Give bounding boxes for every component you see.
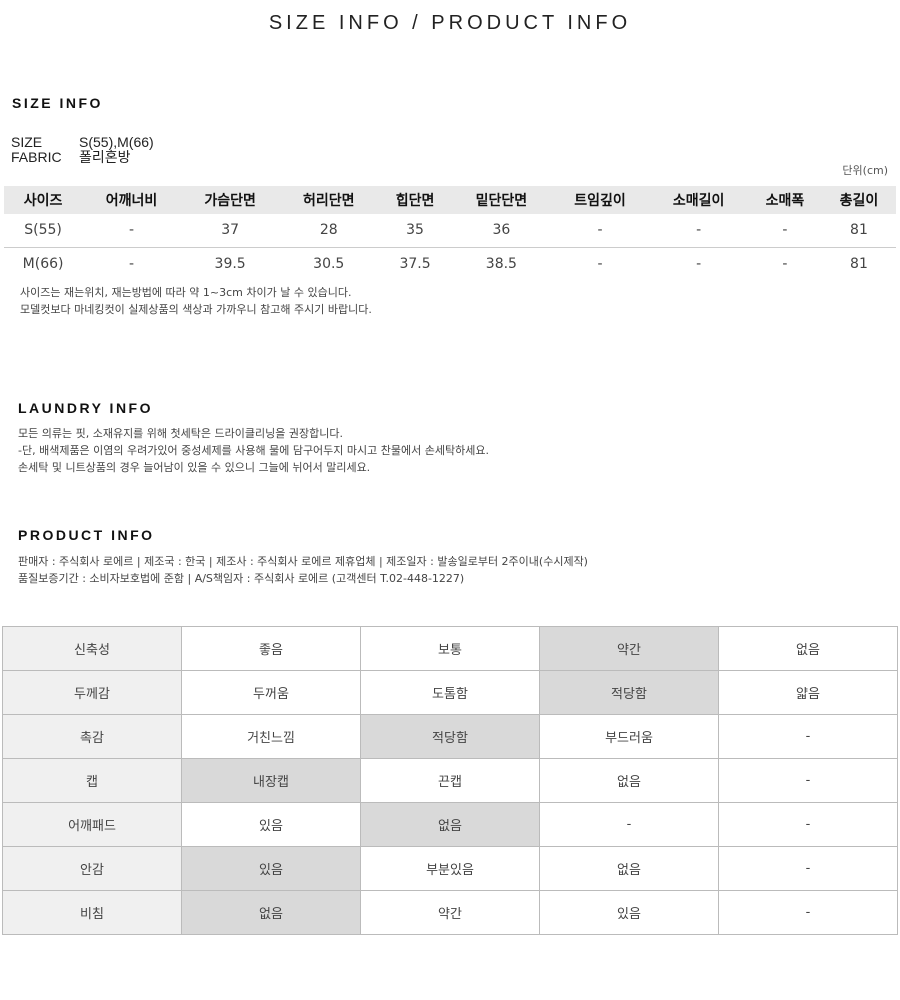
fabric-value: 폴리혼방 xyxy=(79,149,131,165)
product-line: 품질보증기간 : 소비자보호법에 준함 | A/S책임자 : 주식회사 로에르 … xyxy=(18,572,465,585)
attribute-option: - xyxy=(718,802,898,847)
attribute-row: 촉감 거친느낌 적당함 부드러움 - xyxy=(2,714,898,759)
attribute-option-selected: 없음 xyxy=(360,802,540,847)
attribute-label: 신축성 xyxy=(2,626,182,671)
size-fabric-meta: SIZE S(55),M(66) FABRIC 폴리혼방 xyxy=(11,135,154,165)
size-cell: 39.5 xyxy=(214,255,246,272)
column-header: 허리단면 xyxy=(279,186,379,214)
laundry-line: 모든 의류는 핏, 소재유지를 위해 첫세탁은 드라이클리닝을 권장합니다. xyxy=(18,427,343,440)
attribute-row: 어깨패드 있음 없음 - - xyxy=(2,802,898,847)
attribute-row: 신축성 좋음 보통 약간 없음 xyxy=(2,626,898,671)
attribute-option-selected: 없음 xyxy=(181,890,361,935)
size-cell: 37 xyxy=(180,214,280,248)
laundry-info-heading: LAUNDRY INFO xyxy=(18,400,153,416)
size-cell: 81 xyxy=(821,214,896,248)
attribute-option: 없음 xyxy=(539,846,719,891)
size-row: S(55) -37 28 35 36- - -81 xyxy=(4,214,896,248)
size-row: M(66) - 39.5 30.5 37.5 38.5 - - - 81 xyxy=(4,247,896,280)
column-header: 어깨너비 xyxy=(82,186,181,214)
product-notes: 판매자 : 주식회사 로에르 | 제조국 : 한국 | 제조사 : 주식회사 로… xyxy=(18,553,588,587)
attribute-option: 도톰함 xyxy=(360,670,540,715)
attribute-option-selected: 적당함 xyxy=(360,714,540,759)
attribute-option: 없음 xyxy=(718,626,898,671)
attribute-row: 두께감 두꺼움 도톰함 적당함 얇음 xyxy=(2,670,898,715)
fabric-label: FABRIC xyxy=(11,149,62,165)
size-notes: 사이즈는 재는위치, 재는방법에 따라 약 1~3cm 차이가 날 수 있습니다… xyxy=(20,284,372,318)
size-cell: 35 xyxy=(378,214,453,248)
attribute-option-selected: 적당함 xyxy=(539,670,719,715)
unit-label: 단위(cm) xyxy=(842,164,888,177)
attribute-option: 부드러움 xyxy=(539,714,719,759)
attribute-option: 없음 xyxy=(539,758,719,803)
size-cell: 37.5 xyxy=(399,255,431,272)
size-cell: - xyxy=(747,214,822,248)
attribute-option-selected: 약간 xyxy=(539,626,719,671)
size-cell: - xyxy=(649,214,748,248)
attribute-row: 비침 없음 약간 있음 - xyxy=(2,890,898,935)
column-header: 소매길이 xyxy=(649,186,748,214)
size-cell: 36 xyxy=(452,214,551,248)
size-cell: M(66) xyxy=(22,255,64,272)
attribute-option: 두꺼움 xyxy=(181,670,361,715)
column-header: 밑단단면 xyxy=(452,186,551,214)
size-cell: 38.5 xyxy=(485,255,517,272)
attribute-option: - xyxy=(718,890,898,935)
attribute-label: 두께감 xyxy=(2,670,182,715)
attribute-option: 좋음 xyxy=(181,626,361,671)
size-label: SIZE xyxy=(11,134,43,150)
attribute-option: 거친느낌 xyxy=(181,714,361,759)
size-cell: - xyxy=(550,214,650,248)
laundry-notes: 모든 의류는 핏, 소재유지를 위해 첫세탁은 드라이클리닝을 권장합니다. -… xyxy=(18,425,489,476)
attribute-option: - xyxy=(718,758,898,803)
size-cell: S(55) xyxy=(4,214,83,248)
attribute-option: 있음 xyxy=(539,890,719,935)
column-header: 사이즈 xyxy=(4,186,83,214)
attribute-option: 약간 xyxy=(360,890,540,935)
attribute-row: 안감 있음 부분있음 없음 - xyxy=(2,846,898,891)
column-header: 트임깊이 xyxy=(550,186,650,214)
attribute-option: - xyxy=(718,846,898,891)
size-table: 사이즈 어깨너비 가슴단면 허리단면 힙단면 밑단단면 트임깊이 소매길이 소매폭 총길이 S(5… xyxy=(4,186,896,280)
attribute-option: 얇음 xyxy=(718,670,898,715)
column-header: 가슴단면 xyxy=(180,186,280,214)
size-note: 사이즈는 재는위치, 재는방법에 따라 약 1~3cm 차이가 날 수 있습니다… xyxy=(20,286,352,299)
size-value: S(55),M(66) xyxy=(79,134,154,150)
attribute-option: - xyxy=(539,802,719,847)
attribute-label: 안감 xyxy=(2,846,182,891)
page-title: SIZE INFO / PRODUCT INFO xyxy=(268,12,632,34)
attribute-option: 부분있음 xyxy=(360,846,540,891)
attribute-table: 신축성 좋음 보통 약간 없음 두께감 두꺼움 도톰함 적당함 얇음 촉감 거친느낌 적당함 부드러움 - 캡… xyxy=(2,626,898,935)
size-cell: - xyxy=(696,255,702,272)
size-info-heading: SIZE INFO xyxy=(12,95,103,111)
attribute-option: 있음 xyxy=(181,802,361,847)
size-cell: - xyxy=(128,255,134,272)
attribute-label: 촉감 xyxy=(2,714,182,759)
product-info-heading: PRODUCT INFO xyxy=(18,527,155,543)
size-cell: 28 xyxy=(279,214,379,248)
size-cell: - xyxy=(782,255,788,272)
column-header: 소매폭 xyxy=(747,186,822,214)
attribute-label: 비침 xyxy=(2,890,182,935)
attribute-label: 캡 xyxy=(2,758,182,803)
laundry-line: 손세탁 및 니트상품의 경우 늘어남이 있을 수 있으니 그늘에 뉘어서 말리세… xyxy=(18,461,371,474)
size-cell: 81 xyxy=(850,255,868,272)
attribute-option: - xyxy=(718,714,898,759)
attribute-option-selected: 내장캡 xyxy=(181,758,361,803)
size-cell: - xyxy=(597,255,603,272)
attribute-label: 어깨패드 xyxy=(2,802,182,847)
column-header: 힙단면 xyxy=(378,186,453,214)
attribute-option: 보통 xyxy=(360,626,540,671)
product-line: 판매자 : 주식회사 로에르 | 제조국 : 한국 | 제조사 : 주식회사 로… xyxy=(18,555,588,568)
laundry-line: -단, 배색제품은 이염의 우려가있어 중성세제를 사용해 물에 담구어두지 마… xyxy=(18,444,489,457)
attribute-option-selected: 있음 xyxy=(181,846,361,891)
size-cell: - xyxy=(82,214,181,248)
attribute-option: 끈캡 xyxy=(360,758,540,803)
column-header: 총길이 xyxy=(821,186,896,214)
size-cell: 30.5 xyxy=(313,255,345,272)
size-note: 모델컷보다 마네킹컷이 실제상품의 색상과 가까우니 참고해 주시기 바랍니다. xyxy=(20,303,372,316)
attribute-row: 캡 내장캡 끈캡 없음 - xyxy=(2,758,898,803)
